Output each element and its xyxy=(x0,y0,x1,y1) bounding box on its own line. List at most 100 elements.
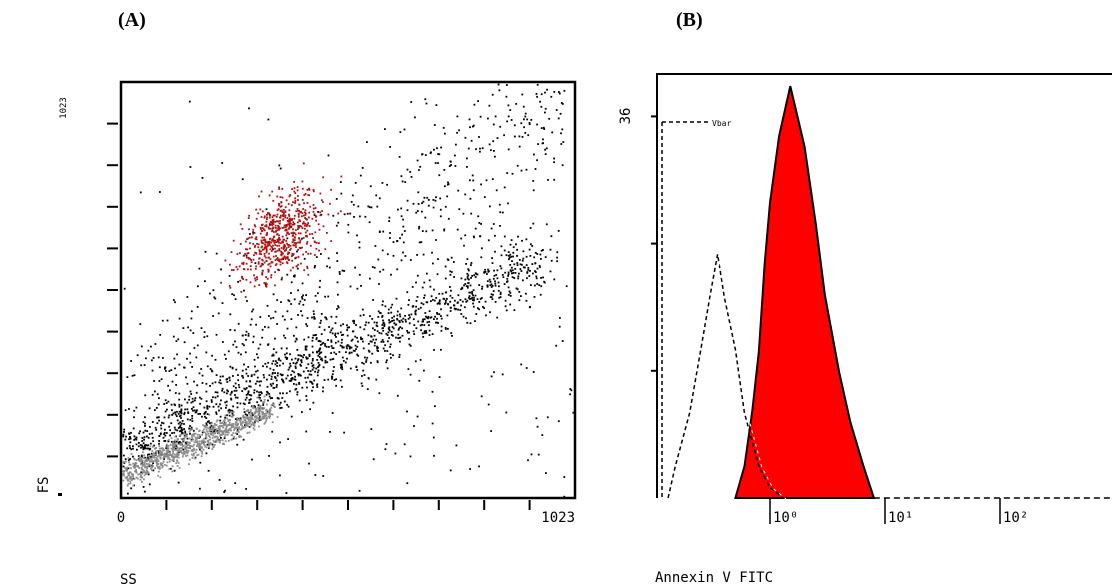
scatter-point xyxy=(473,296,475,299)
scatter-point xyxy=(135,469,137,472)
scatter-point xyxy=(414,313,417,316)
scatter-point xyxy=(178,410,181,413)
scatter-point xyxy=(151,432,153,435)
scatter-point xyxy=(421,332,424,335)
scatter-point xyxy=(255,417,258,420)
scatter-point xyxy=(266,365,268,368)
scatter-point xyxy=(184,398,186,401)
scatter-point xyxy=(247,366,250,368)
scatter-point xyxy=(533,153,535,156)
scatter-point xyxy=(181,438,184,441)
scatter-point xyxy=(158,435,161,437)
scatter-point xyxy=(312,237,314,239)
scatter-point xyxy=(166,456,169,458)
scatter-point xyxy=(279,196,282,198)
scatter-point xyxy=(241,262,243,265)
scatter-point xyxy=(249,420,252,422)
scatter-point xyxy=(151,454,154,456)
scatter-point xyxy=(143,471,145,474)
scatter-point xyxy=(387,327,390,330)
scatter-point xyxy=(368,206,371,209)
scatter-point xyxy=(175,445,178,448)
scatter-point xyxy=(408,299,410,301)
scatter-point xyxy=(285,492,288,494)
scatter-point xyxy=(393,319,395,322)
scatter-point xyxy=(241,178,244,181)
histogram-x-tick-label: 10² xyxy=(1003,510,1028,526)
scatter-point xyxy=(183,451,185,454)
scatter-point xyxy=(249,265,252,267)
scatter-point xyxy=(268,393,271,395)
scatter-point xyxy=(164,455,167,457)
scatter-point xyxy=(258,249,261,252)
scatter-point xyxy=(278,244,281,247)
scatter-point xyxy=(190,440,193,442)
scatter-point xyxy=(395,336,397,339)
scatter-point xyxy=(392,327,395,330)
scatter-point xyxy=(183,341,186,344)
scatter-point xyxy=(314,474,317,476)
scatter-point xyxy=(431,251,433,254)
scatter-point xyxy=(308,188,311,191)
scatter-point xyxy=(346,334,349,337)
scatter-point xyxy=(164,399,167,402)
scatter-point xyxy=(257,410,259,413)
scatter-point xyxy=(167,445,170,447)
scatter-point xyxy=(253,232,256,234)
scatter-point xyxy=(314,207,317,209)
scatter-point xyxy=(286,273,289,276)
scatter-point xyxy=(288,366,291,369)
scatter-point xyxy=(235,437,238,440)
scatter-point xyxy=(156,464,158,467)
scatter-point xyxy=(193,399,196,402)
scatter-point xyxy=(295,246,297,248)
scatter-point xyxy=(475,273,478,275)
scatter-point xyxy=(146,470,148,472)
scatter-point xyxy=(266,277,269,280)
scatter-point xyxy=(148,483,151,486)
scatter-point xyxy=(379,270,381,273)
scatter-point xyxy=(250,415,253,417)
scatter-point xyxy=(277,241,280,243)
scatter-point xyxy=(125,468,127,471)
scatter-point xyxy=(296,250,298,253)
scatter-point xyxy=(384,448,387,451)
scatter-point xyxy=(269,415,271,417)
scatter-point xyxy=(184,433,187,436)
scatter-point xyxy=(466,277,469,280)
scatter-point xyxy=(365,321,368,324)
scatter-point xyxy=(167,440,170,443)
scatter-point xyxy=(286,257,289,260)
scatter-point xyxy=(171,459,174,461)
scatter-point xyxy=(130,467,132,470)
scatter-point xyxy=(547,179,549,181)
scatter-point xyxy=(249,380,252,383)
histogram-series-dashed xyxy=(667,254,784,499)
scatter-point xyxy=(305,381,308,384)
scatter-point xyxy=(425,230,428,233)
scatter-point xyxy=(269,265,272,268)
scatter-point xyxy=(553,157,555,160)
scatter-point xyxy=(291,259,294,262)
scatter-point xyxy=(346,347,348,350)
scatter-point xyxy=(490,296,493,298)
scatter-point xyxy=(381,324,384,326)
scatter-point xyxy=(320,253,322,255)
scatter-point xyxy=(278,188,281,190)
scatter-point xyxy=(189,446,192,448)
scatter-point xyxy=(167,384,169,387)
scatter-point xyxy=(496,277,499,280)
scatter-point xyxy=(308,354,311,357)
scatter-point xyxy=(226,417,228,420)
scatter-point xyxy=(225,424,228,426)
scatter-point xyxy=(305,356,308,359)
scatter-point xyxy=(451,297,454,299)
scatter-point xyxy=(373,266,376,269)
scatter-point xyxy=(127,456,130,459)
scatter-point xyxy=(244,296,247,298)
scatter-point xyxy=(270,378,273,380)
scatter-point xyxy=(279,227,281,230)
scatter-point xyxy=(239,223,242,226)
scatter-point xyxy=(144,429,147,432)
scatter-point xyxy=(212,405,215,408)
